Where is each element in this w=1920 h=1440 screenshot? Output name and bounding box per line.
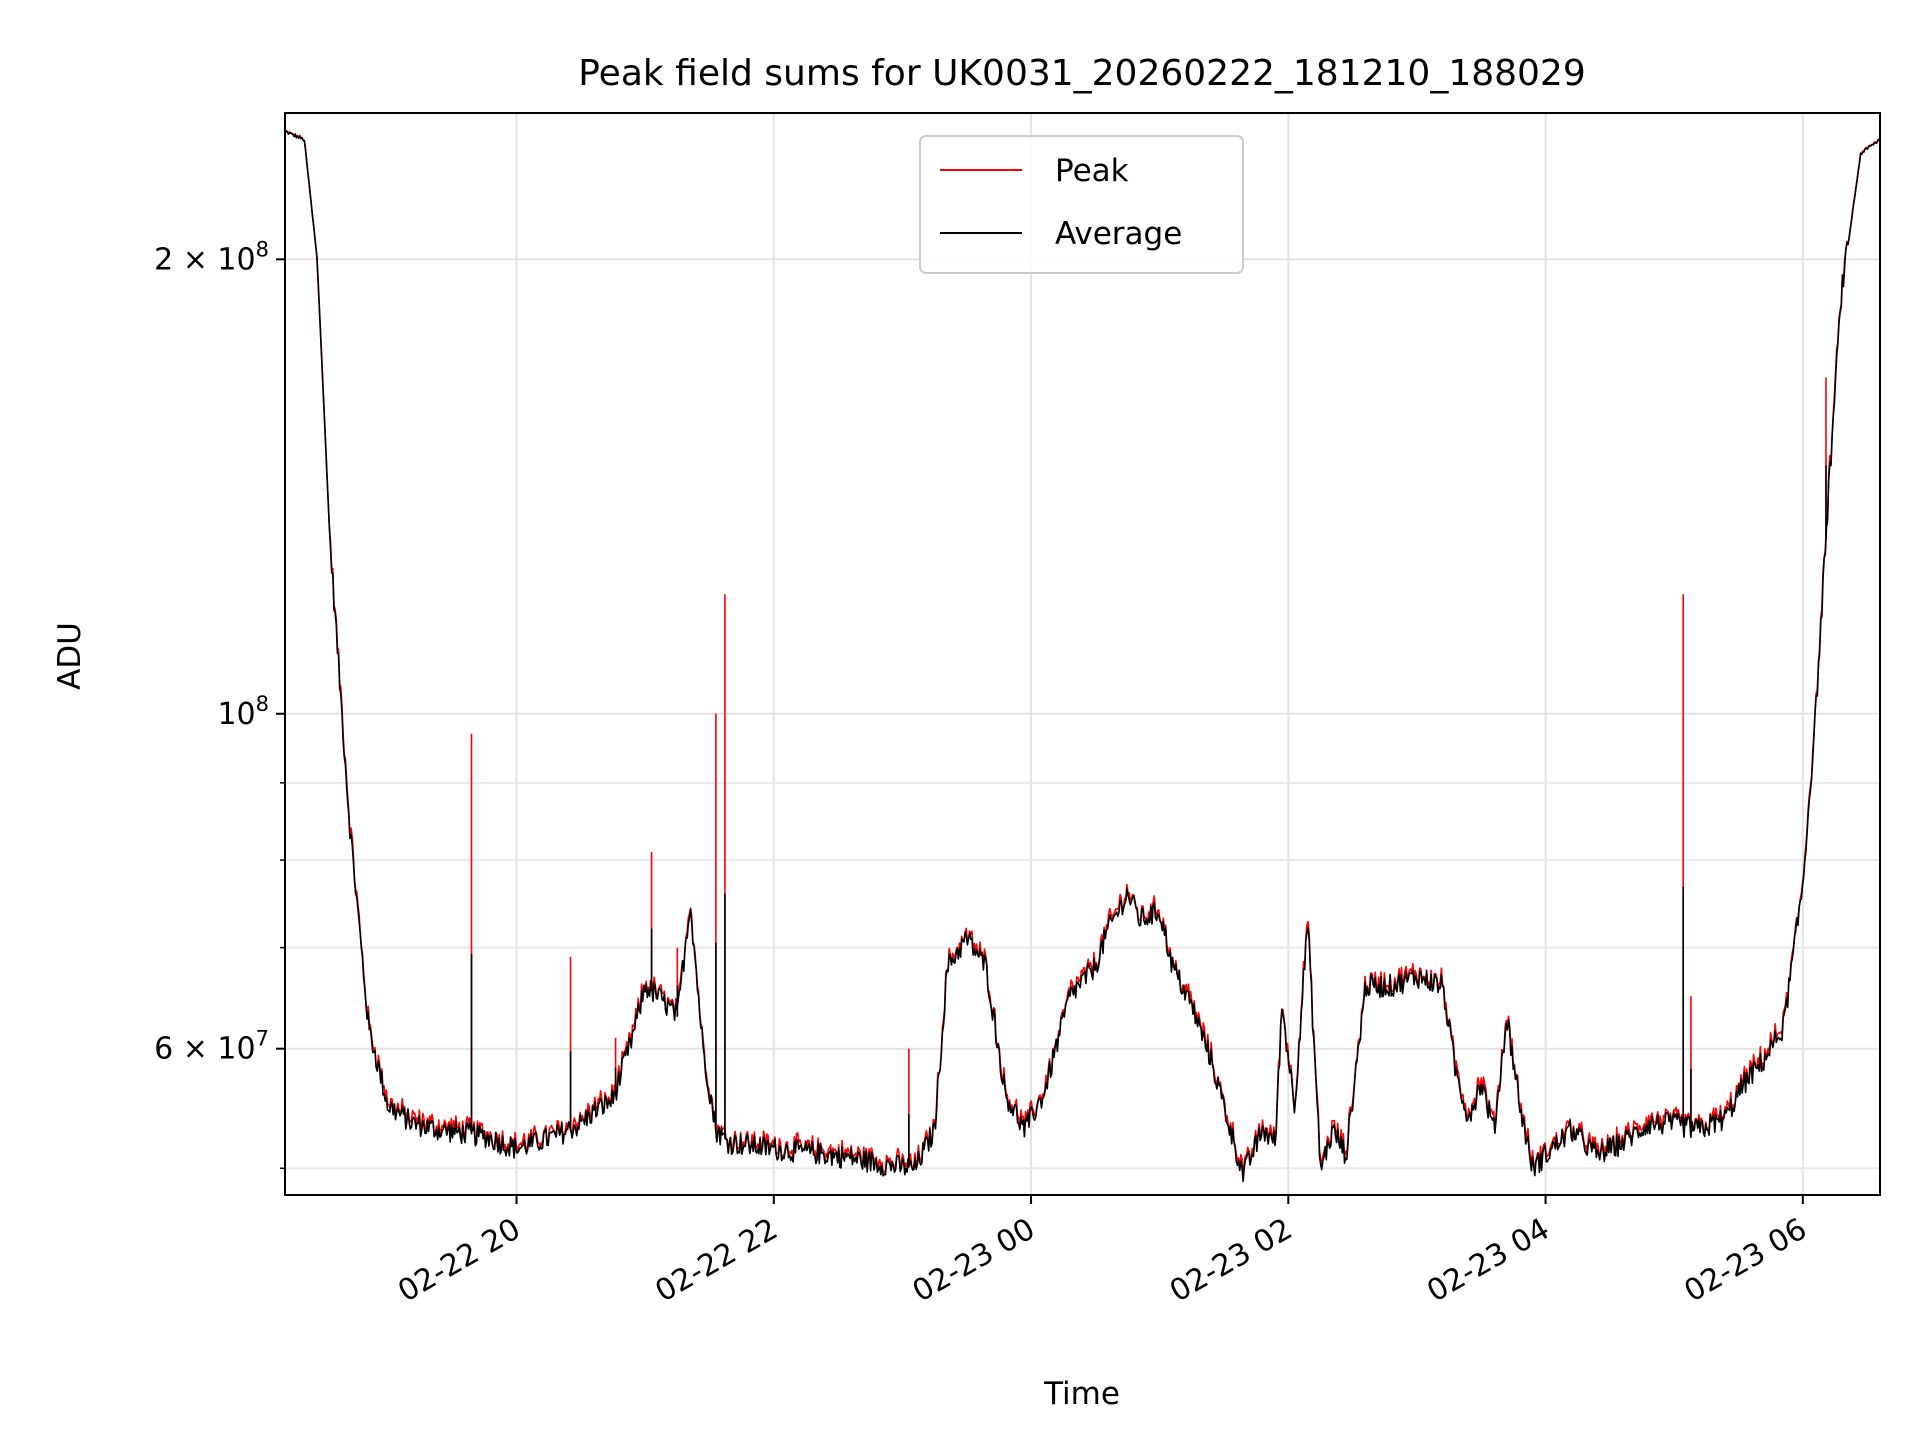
y-tick-label: 108 (217, 692, 269, 732)
legend: Peak Average (919, 135, 1244, 274)
y-tick-label: 6 × 107 (154, 1027, 269, 1067)
series-lines (284, 129, 1881, 1183)
x-axis-label: Time (1043, 1376, 1120, 1412)
series-line-average (284, 130, 1881, 1183)
legend-label-average: Average (1055, 216, 1182, 252)
legend-label-peak: Peak (1055, 153, 1129, 189)
y-tick-label: 2 × 108 (154, 237, 269, 277)
y-axis-label: ADU (52, 622, 88, 690)
plot-frame (284, 112, 1881, 1196)
chart-title: Peak field sums for UK0031_20260222_1812… (578, 53, 1586, 94)
